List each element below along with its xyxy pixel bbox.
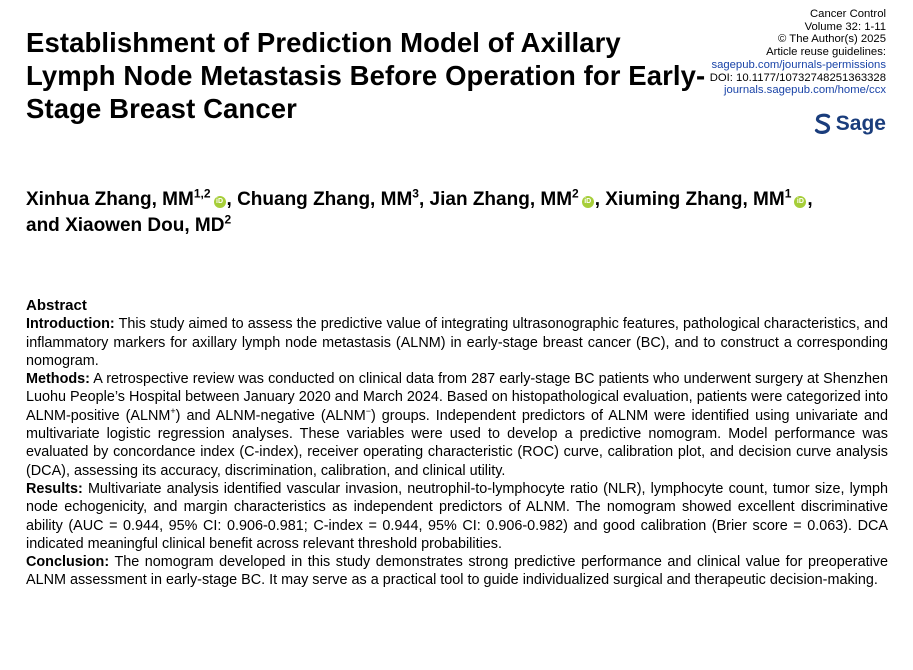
author-affiliation: 1 <box>784 186 792 201</box>
publisher-name: Sage <box>835 112 886 135</box>
section-label: Introduction: <box>26 316 115 333</box>
sage-logo-icon <box>814 113 830 134</box>
publisher-logo: Sage <box>814 112 886 136</box>
article-title: Establishment of Prediction Model of Axi… <box>26 27 706 124</box>
superscript: + <box>170 405 176 416</box>
author-affiliation: 2 <box>572 186 579 201</box>
section-text: Multivariate analysis identified vascula… <box>26 480 888 552</box>
author-name: Xiuming Zhang, MM <box>605 189 785 210</box>
section-label: Methods: <box>26 371 90 388</box>
orcid-icon[interactable]: iD <box>213 196 226 208</box>
author-name: Chuang Zhang, MM <box>237 189 413 210</box>
author-affiliation: 3 <box>412 186 419 201</box>
section-text: The nomogram developed in this study dem… <box>26 554 888 589</box>
journal-home-link[interactable]: journals.sagepub.com/home/ccx <box>723 84 886 97</box>
article-meta: Cancer Control Volume 32: 1-11 © The Aut… <box>710 8 886 97</box>
orcid-icon[interactable]: iD <box>581 196 594 208</box>
doi: DOI: 10.1177/10732748251363328 <box>709 71 886 84</box>
abstract-introduction: Introduction: This study aimed to assess… <box>26 315 888 370</box>
author-name: Xiaowen Dou, MD <box>65 215 225 236</box>
abstract-methods: Methods: A retrospective review was cond… <box>26 370 888 480</box>
author-list: Xinhua Zhang, MM1,2iD, Chuang Zhang, MM3… <box>26 186 813 236</box>
permissions-link[interactable]: sagepub.com/journals-permissions <box>711 58 886 71</box>
copyright: © The Author(s) 2025 <box>778 33 886 46</box>
journal-name: Cancer Control <box>810 8 886 20</box>
abstract-heading: Abstract <box>26 297 87 314</box>
orcid-icon[interactable]: iD <box>794 196 807 208</box>
section-text: This study aimed to assess the predictiv… <box>26 316 888 369</box>
reuse-guidelines: Article reuse guidelines: <box>766 46 886 59</box>
abstract-results: Results: Multivariate analysis identifie… <box>26 480 888 553</box>
author-name: Jian Zhang, MM <box>429 189 573 210</box>
volume-info: Volume 32: 1-11 <box>804 20 886 33</box>
section-text: A retrospective review was conducted on … <box>26 371 888 424</box>
author-affiliation: 1,2 <box>193 186 211 201</box>
abstract: Abstract Introduction: This study aimed … <box>26 297 888 590</box>
abstract-conclusion: Conclusion: The nomogram developed in th… <box>26 553 888 590</box>
author-affiliation: 2 <box>224 212 232 227</box>
section-label: Conclusion: <box>26 554 110 571</box>
section-label: Results: <box>26 480 83 497</box>
superscript: − <box>365 405 371 416</box>
author-name: Xinhua Zhang, MM <box>26 189 194 210</box>
author-conjunction: and <box>26 215 60 236</box>
section-text: ) and ALNM-negative (ALNM <box>175 407 366 424</box>
section-text: ) groups. Independent predictors of ALNM… <box>26 407 888 479</box>
